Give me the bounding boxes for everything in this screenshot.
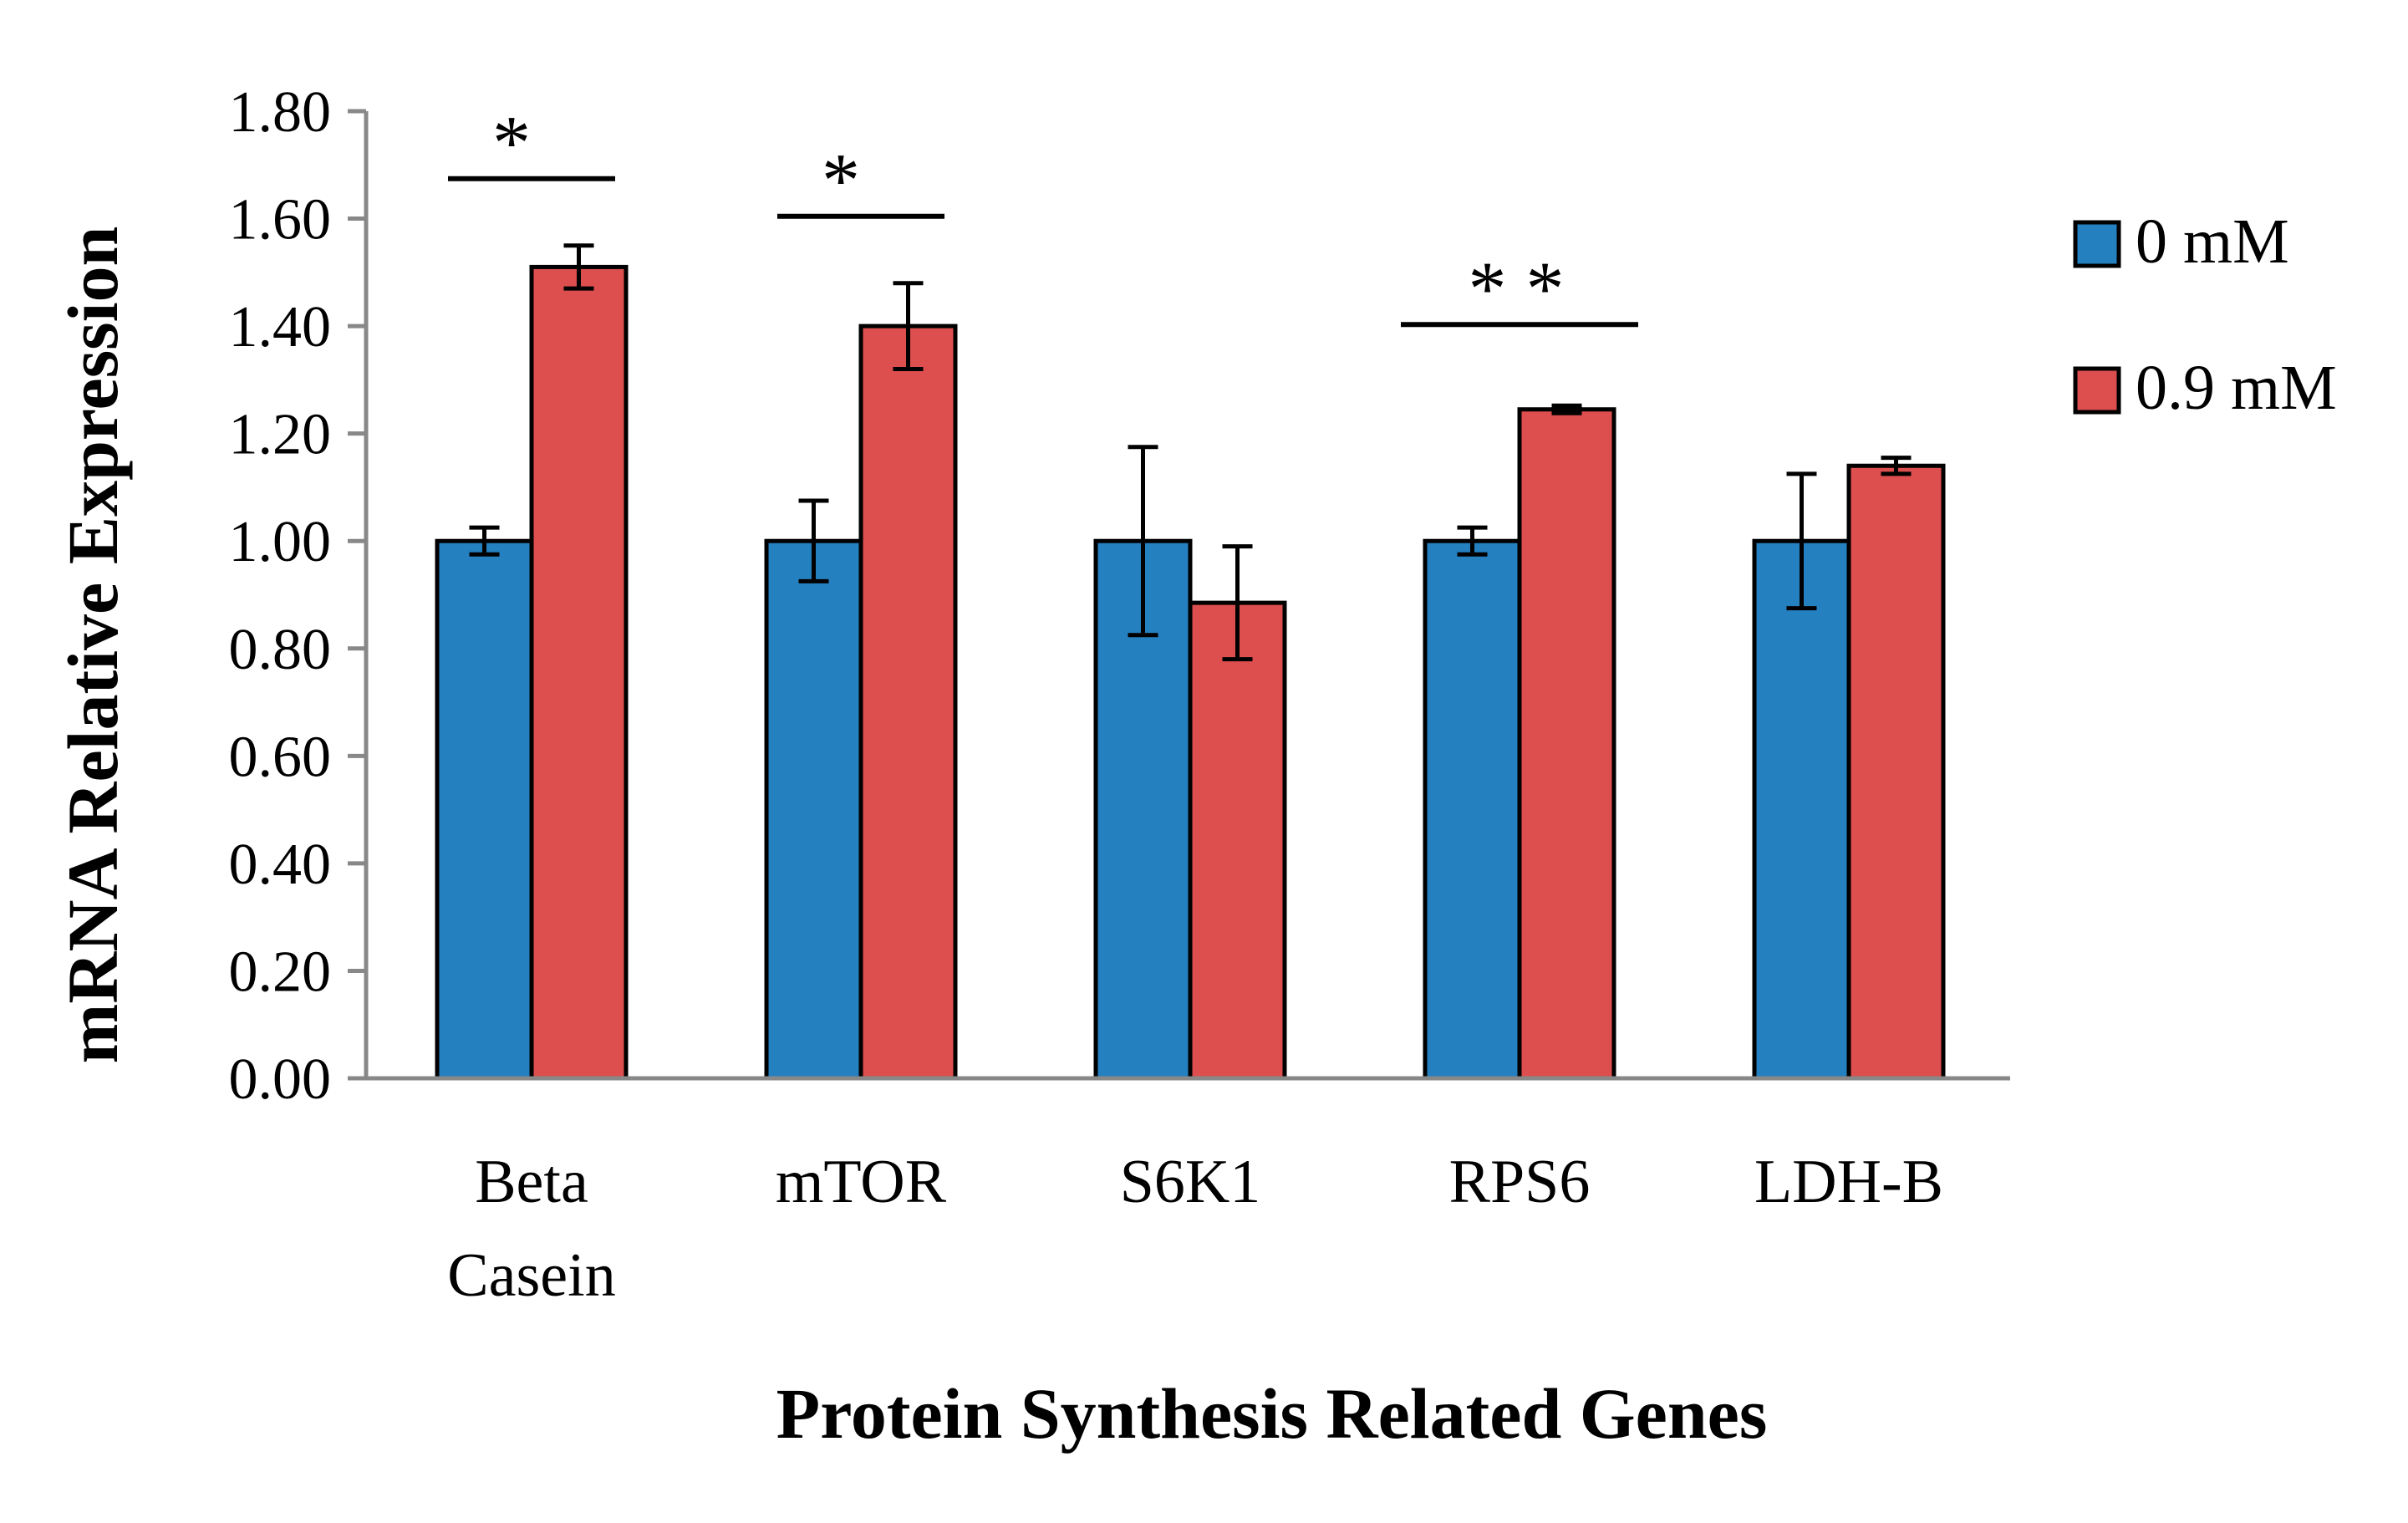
y-tick-label: 0.40 — [229, 833, 332, 897]
x-tick-label: RPS6 — [1449, 1148, 1591, 1216]
legend-label: 0.9 mM — [2136, 353, 2337, 423]
bar — [529, 264, 629, 1081]
y-tick-label: 0.80 — [229, 618, 332, 682]
significance-marker: * — [777, 138, 944, 223]
y-tick-label: 1.60 — [229, 188, 332, 252]
significance-asterisk: * — [822, 138, 860, 223]
error-bars — [469, 243, 1912, 662]
y-tick-label: 1.20 — [229, 403, 332, 467]
y-tick-label: 0.20 — [229, 940, 332, 1004]
y-tick-label: 0.00 — [229, 1047, 332, 1112]
error-bar — [798, 498, 829, 583]
significance-annotations: * * * * — [448, 100, 1638, 331]
bar — [1188, 600, 1287, 1081]
bar — [764, 538, 863, 1081]
bar — [858, 323, 958, 1081]
error-bar — [563, 243, 594, 291]
x-tick-label: LDH-B — [1754, 1148, 1943, 1216]
error-bar — [469, 525, 500, 557]
y-tick-label: 1.00 — [229, 510, 332, 574]
bar — [1752, 538, 1851, 1081]
legend-swatch — [2073, 220, 2121, 268]
bar — [1846, 463, 1946, 1081]
bars — [435, 264, 1946, 1081]
legend-item: 0 mM — [2073, 206, 2289, 277]
x-tick-label: Casein — [447, 1241, 615, 1310]
x-tick-label: S6K1 — [1120, 1148, 1261, 1216]
y-axis-ticks: 0.00 0.20 0.40 0.60 0.80 1.00 1.20 1.40 1.60 1.80 — [229, 80, 366, 1112]
error-bar — [1222, 544, 1253, 662]
legend-label: 0 mM — [2136, 206, 2289, 277]
significance-asterisk: * — [492, 100, 531, 186]
error-bar — [1551, 403, 1582, 415]
error-bar — [1457, 525, 1488, 557]
significance-asterisk: * * — [1469, 246, 1565, 331]
error-bar — [1786, 471, 1817, 611]
bar — [1423, 538, 1522, 1081]
error-bar — [1881, 456, 1912, 476]
legend-item: 0.9 mM — [2073, 353, 2337, 423]
y-tick-label: 1.80 — [229, 80, 332, 145]
bar — [435, 538, 534, 1081]
y-tick-label: 1.40 — [229, 295, 332, 359]
error-bar — [1128, 445, 1158, 638]
legend-swatch — [2073, 366, 2121, 415]
error-bar — [893, 281, 924, 372]
significance-marker: * — [448, 100, 615, 186]
y-axis-title: mRNA Relative Expression — [53, 227, 133, 1064]
bar — [1517, 407, 1616, 1081]
x-axis-title: Protein Synthesis Related Genes — [776, 1373, 1768, 1454]
x-tick-label: mTOR — [776, 1148, 947, 1216]
x-tick-label: Beta — [475, 1148, 588, 1216]
significance-marker: * * — [1401, 246, 1638, 331]
x-axis-category-labels: Beta Casein mTOR S6K1 RPS6 LDH-B — [447, 1148, 1943, 1310]
y-tick-label: 0.60 — [229, 725, 332, 789]
legend: 0 mM 0.9 mM — [2073, 206, 2337, 423]
